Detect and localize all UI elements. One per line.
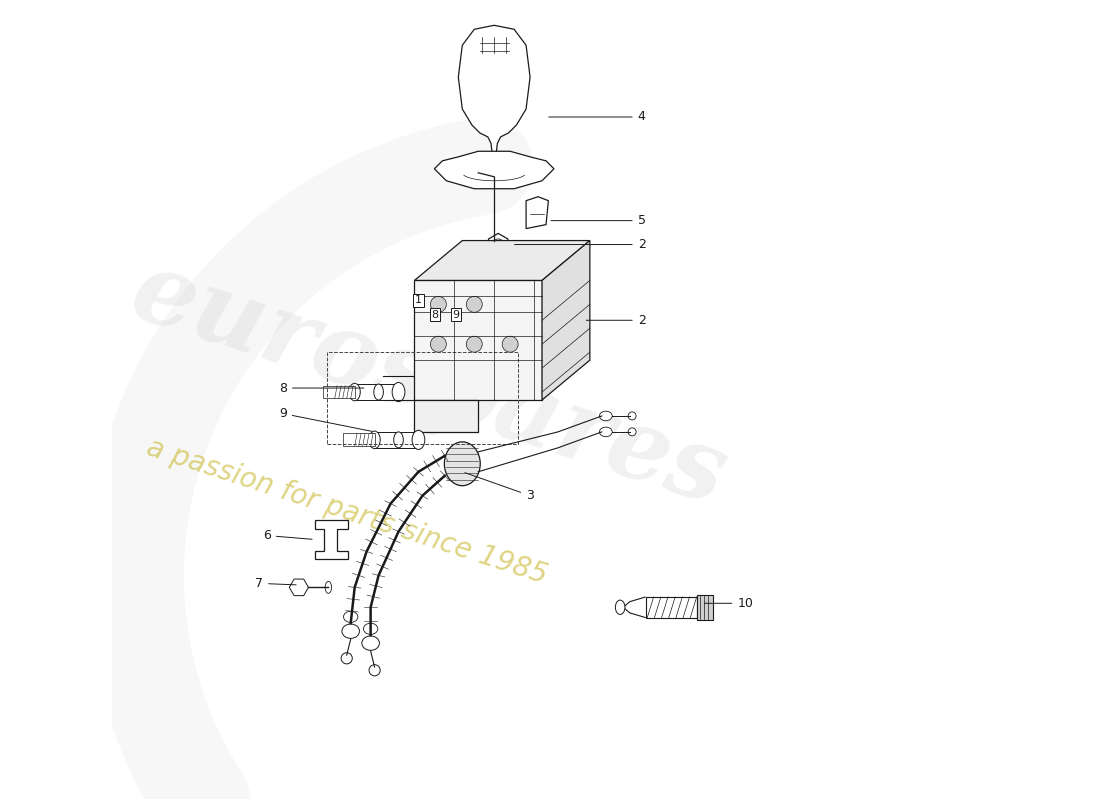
Circle shape — [430, 336, 447, 352]
Polygon shape — [434, 151, 554, 189]
Text: a passion for parts since 1985: a passion for parts since 1985 — [143, 434, 551, 590]
Circle shape — [466, 336, 482, 352]
Text: 3: 3 — [465, 473, 534, 502]
Polygon shape — [560, 309, 580, 331]
Ellipse shape — [412, 430, 425, 450]
Ellipse shape — [392, 382, 405, 402]
Ellipse shape — [600, 411, 613, 421]
Text: 7: 7 — [255, 577, 296, 590]
Circle shape — [430, 296, 447, 312]
Circle shape — [503, 336, 518, 352]
Text: 2: 2 — [586, 314, 646, 326]
Bar — [354, 384, 398, 400]
Ellipse shape — [349, 383, 361, 401]
Polygon shape — [542, 241, 590, 400]
Ellipse shape — [343, 611, 358, 622]
Text: 1: 1 — [415, 295, 422, 306]
Polygon shape — [315, 519, 349, 559]
Ellipse shape — [394, 432, 404, 448]
Circle shape — [368, 665, 381, 676]
Polygon shape — [415, 281, 542, 400]
Ellipse shape — [362, 636, 380, 650]
Ellipse shape — [444, 442, 481, 486]
Text: 6: 6 — [263, 529, 312, 542]
Text: 8: 8 — [431, 310, 439, 320]
Bar — [375, 432, 418, 448]
Bar — [646, 597, 697, 618]
Circle shape — [628, 428, 636, 436]
Bar — [697, 594, 714, 620]
Polygon shape — [459, 26, 530, 157]
Polygon shape — [415, 400, 478, 432]
Polygon shape — [526, 197, 549, 229]
Ellipse shape — [368, 431, 381, 449]
Text: 4: 4 — [549, 110, 646, 123]
Circle shape — [628, 412, 636, 420]
Bar — [343, 434, 375, 446]
Ellipse shape — [374, 384, 384, 400]
Text: 2: 2 — [515, 238, 646, 251]
Circle shape — [341, 653, 352, 664]
Ellipse shape — [363, 623, 377, 634]
Circle shape — [466, 296, 482, 312]
Text: 8: 8 — [279, 382, 364, 394]
Text: 10: 10 — [704, 597, 754, 610]
Polygon shape — [488, 234, 508, 256]
Text: 9: 9 — [279, 407, 372, 431]
Bar — [322, 386, 354, 398]
Bar — [327, 352, 518, 444]
Polygon shape — [289, 579, 308, 596]
Text: eurospares: eurospares — [120, 242, 738, 526]
Text: 5: 5 — [551, 214, 646, 227]
Ellipse shape — [326, 582, 331, 594]
Ellipse shape — [342, 624, 360, 638]
Ellipse shape — [600, 427, 613, 437]
Text: 9: 9 — [452, 310, 460, 320]
Polygon shape — [415, 241, 590, 281]
Ellipse shape — [615, 600, 625, 614]
